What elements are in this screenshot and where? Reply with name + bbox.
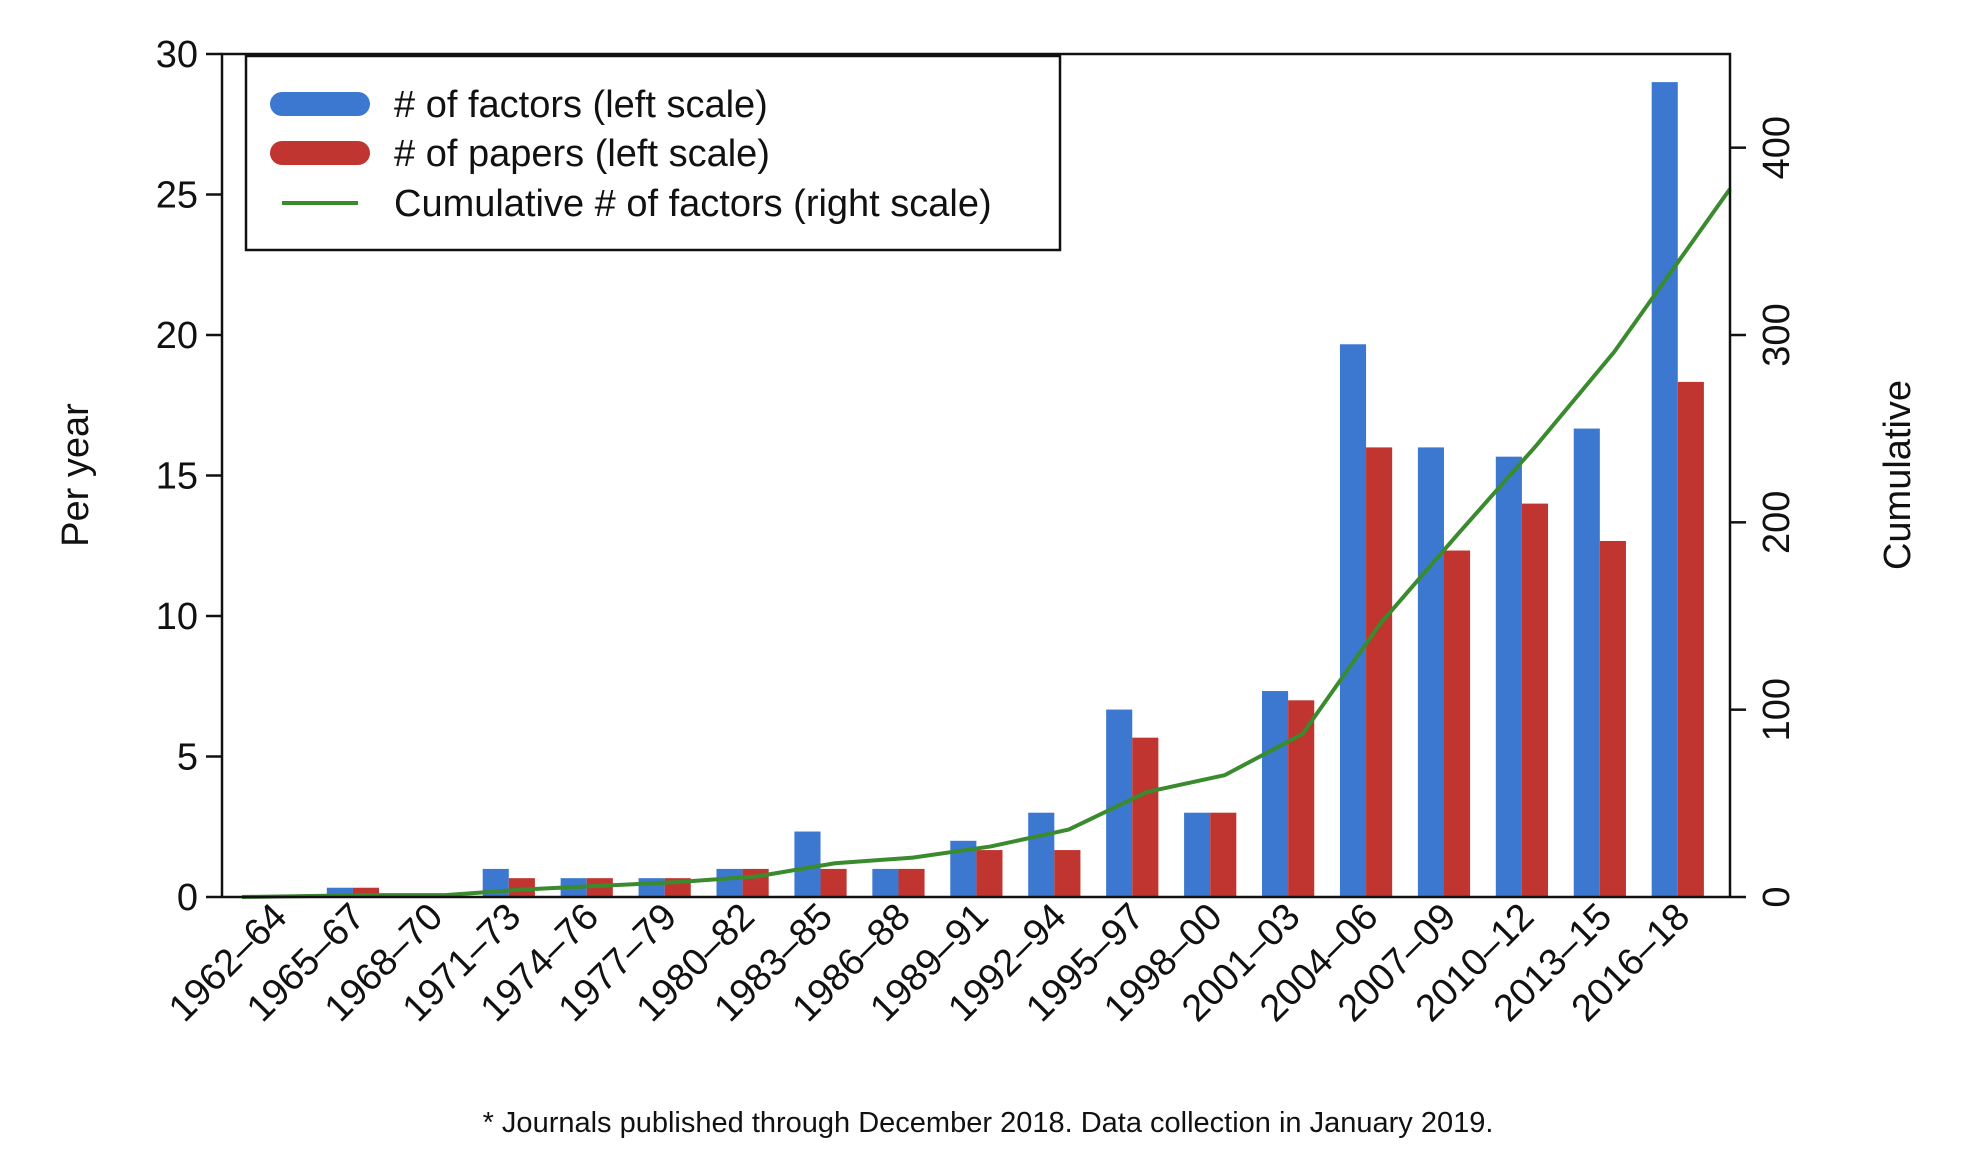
bar-factors-15 <box>1417 447 1444 897</box>
legend-swatch-factors <box>270 92 370 116</box>
legend: # of factors (left scale) # of papers (le… <box>244 54 1062 252</box>
bar-papers-11 <box>1132 737 1159 897</box>
bar-papers-10 <box>1054 850 1081 897</box>
line-cumulative-factors <box>241 187 1732 899</box>
bar-factors-16 <box>1495 456 1522 897</box>
bar-factors-6 <box>716 868 743 897</box>
bar-papers-8 <box>898 868 925 897</box>
bar-papers-17 <box>1599 540 1626 897</box>
bar-papers-12 <box>1210 812 1237 897</box>
bar-papers-14 <box>1366 447 1393 897</box>
bar-factors-12 <box>1184 812 1211 897</box>
bar-factors-17 <box>1573 428 1600 897</box>
y2-tick-label: 0 <box>1756 886 1798 907</box>
bar-papers-13 <box>1288 700 1315 897</box>
y-tick-label: 10 <box>156 596 198 638</box>
y-tick-label: 30 <box>156 34 198 76</box>
y2-tick-label: 200 <box>1756 491 1798 554</box>
bar-factors-13 <box>1262 691 1289 897</box>
legend-label: Cumulative # of factors (right scale) <box>394 183 992 225</box>
y-axis-title: Per year <box>55 403 97 547</box>
bar-factors-8 <box>872 868 899 897</box>
bar-papers-9 <box>976 850 1003 897</box>
y2-tick-label: 300 <box>1756 303 1798 366</box>
legend-swatch-papers <box>270 141 370 165</box>
legend-label: # of papers (left scale) <box>394 133 770 175</box>
bar-factors-10 <box>1028 812 1055 897</box>
bars-layer <box>326 82 1704 898</box>
bar-factors-14 <box>1339 344 1367 897</box>
footnote: * Journals published through December 20… <box>483 1107 1494 1139</box>
bar-papers-16 <box>1521 503 1549 897</box>
bar-papers-3 <box>508 878 535 897</box>
bar-papers-7 <box>820 868 847 897</box>
bar-papers-18 <box>1677 381 1704 897</box>
bar-factors-1 <box>326 887 353 897</box>
y2-axis-title: Cumulative <box>1877 380 1919 570</box>
y2-tick-label: 400 <box>1756 116 1798 179</box>
y-tick-label: 5 <box>177 737 198 779</box>
y-tick-label: 0 <box>177 877 198 919</box>
y-tick-label: 15 <box>156 456 198 498</box>
bar-papers-1 <box>352 887 380 897</box>
y2-tick-label: 100 <box>1756 678 1798 741</box>
line-layer <box>241 187 1732 899</box>
legend-box <box>244 54 1062 252</box>
bar-factors-18 <box>1651 82 1678 898</box>
y-tick-label: 20 <box>156 315 198 357</box>
y-tick-label: 25 <box>156 175 198 217</box>
bar-papers-15 <box>1443 550 1471 897</box>
bar-factors-7 <box>794 831 821 897</box>
legend-label: # of factors (left scale) <box>394 84 768 126</box>
